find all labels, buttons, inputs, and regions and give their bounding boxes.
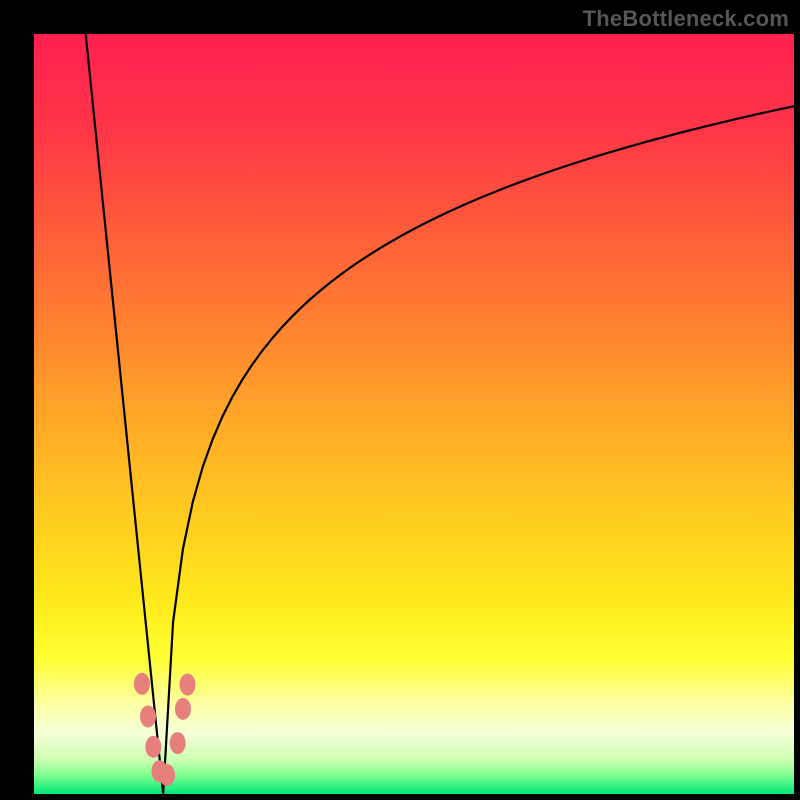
curve-right-branch bbox=[163, 106, 794, 794]
valley-marker bbox=[170, 732, 186, 754]
curve-left-branch bbox=[86, 34, 164, 794]
watermark-text: TheBottleneck.com bbox=[583, 6, 789, 32]
valley-marker bbox=[134, 673, 150, 695]
plot-area bbox=[34, 34, 794, 794]
root-canvas: TheBottleneck.com bbox=[0, 0, 800, 800]
valley-marker bbox=[180, 674, 196, 696]
valley-marker bbox=[145, 736, 161, 758]
valley-marker bbox=[140, 705, 156, 727]
curve-layer bbox=[34, 34, 794, 794]
valley-marker bbox=[159, 764, 175, 786]
valley-marker bbox=[175, 698, 191, 720]
